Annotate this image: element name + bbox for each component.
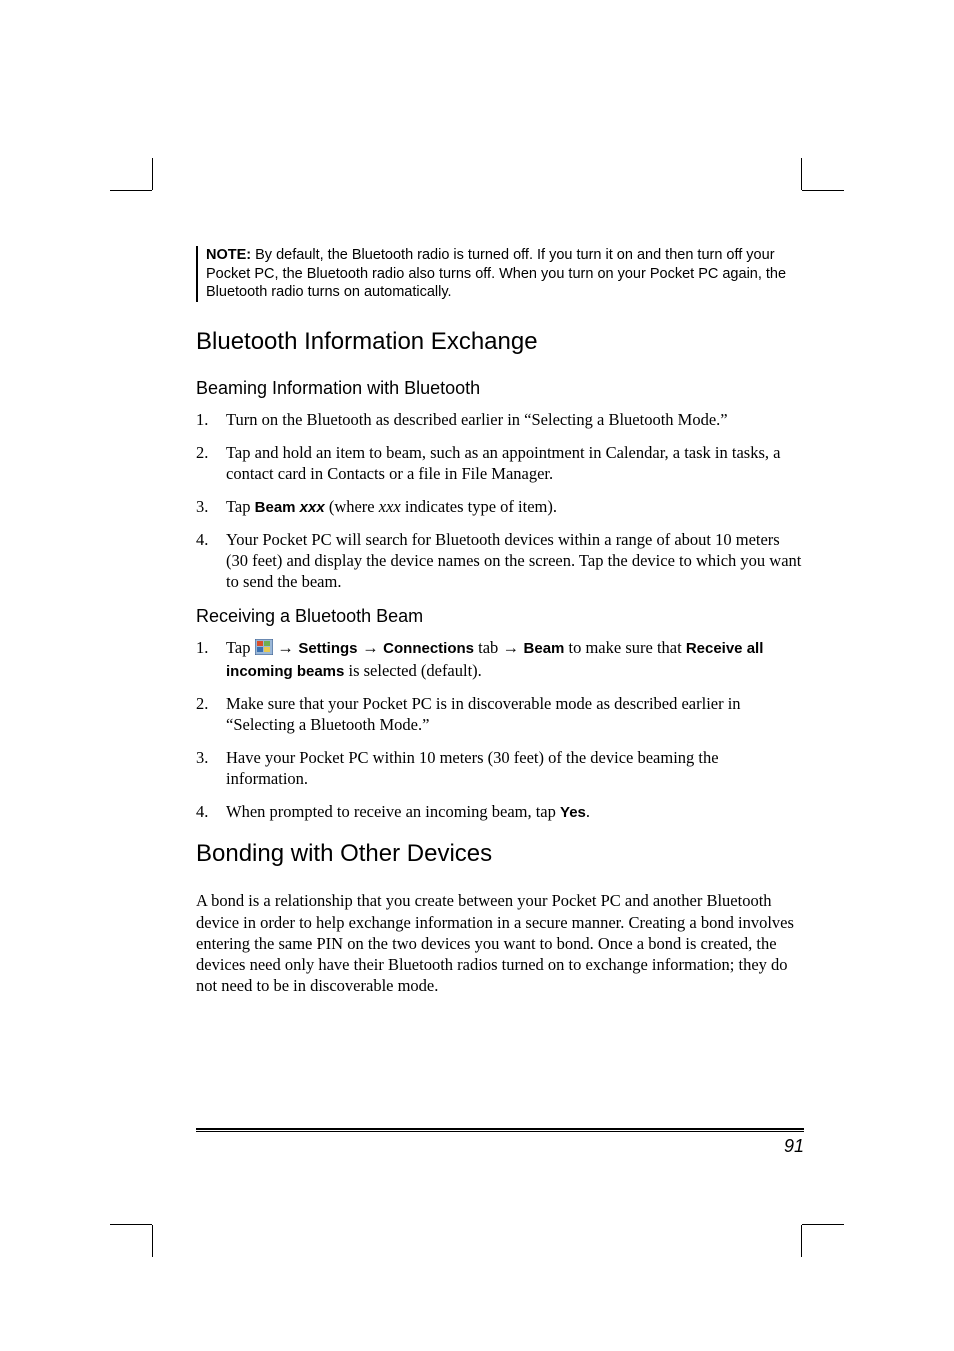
subsection-beaming-info: Beaming Information with Bluetooth (196, 378, 804, 399)
bonding-paragraph: A bond is a relationship that you create… (196, 890, 804, 996)
step-item: Tap → Settings → Connections tab → Beam … (196, 637, 804, 680)
step-item: Have your Pocket PC within 10 meters (30… (196, 747, 804, 789)
section-heading-bluetooth-info-exchange: Bluetooth Information Exchange (196, 328, 804, 356)
note-block: NOTE: By default, the Bluetooth radio is… (196, 246, 804, 302)
section-heading-bonding: Bonding with Other Devices (196, 840, 804, 868)
step-item: Tap Beam xxx (where xxx indicates type o… (196, 496, 804, 517)
crop-mark (110, 1224, 152, 1225)
page-number: 91 (196, 1136, 804, 1157)
step-item: Make sure that your Pocket PC is in disc… (196, 693, 804, 735)
crop-mark (152, 158, 153, 190)
crop-mark (802, 190, 844, 191)
crop-mark (152, 1225, 153, 1257)
step-item: Turn on the Bluetooth as described earli… (196, 409, 804, 430)
step-item: Your Pocket PC will search for Bluetooth… (196, 529, 804, 592)
note-text: By default, the Bluetooth radio is turne… (206, 247, 786, 300)
steps-receiving: Tap → Settings → Connections tab → Beam … (196, 637, 804, 822)
subsection-receiving-beam: Receiving a Bluetooth Beam (196, 606, 804, 627)
footer-rule (196, 1128, 804, 1132)
steps-beaming: Turn on the Bluetooth as described earli… (196, 409, 804, 593)
crop-mark (110, 190, 152, 191)
page-content: NOTE: By default, the Bluetooth radio is… (196, 246, 804, 996)
crop-mark (802, 1224, 844, 1225)
step-item: When prompted to receive an incoming bea… (196, 801, 804, 822)
page-footer: 91 (196, 1128, 804, 1157)
step-item: Tap and hold an item to beam, such as an… (196, 442, 804, 484)
crop-mark (801, 1225, 802, 1257)
windows-start-icon (255, 639, 273, 655)
note-label: NOTE: (206, 247, 251, 263)
crop-mark (801, 158, 802, 190)
